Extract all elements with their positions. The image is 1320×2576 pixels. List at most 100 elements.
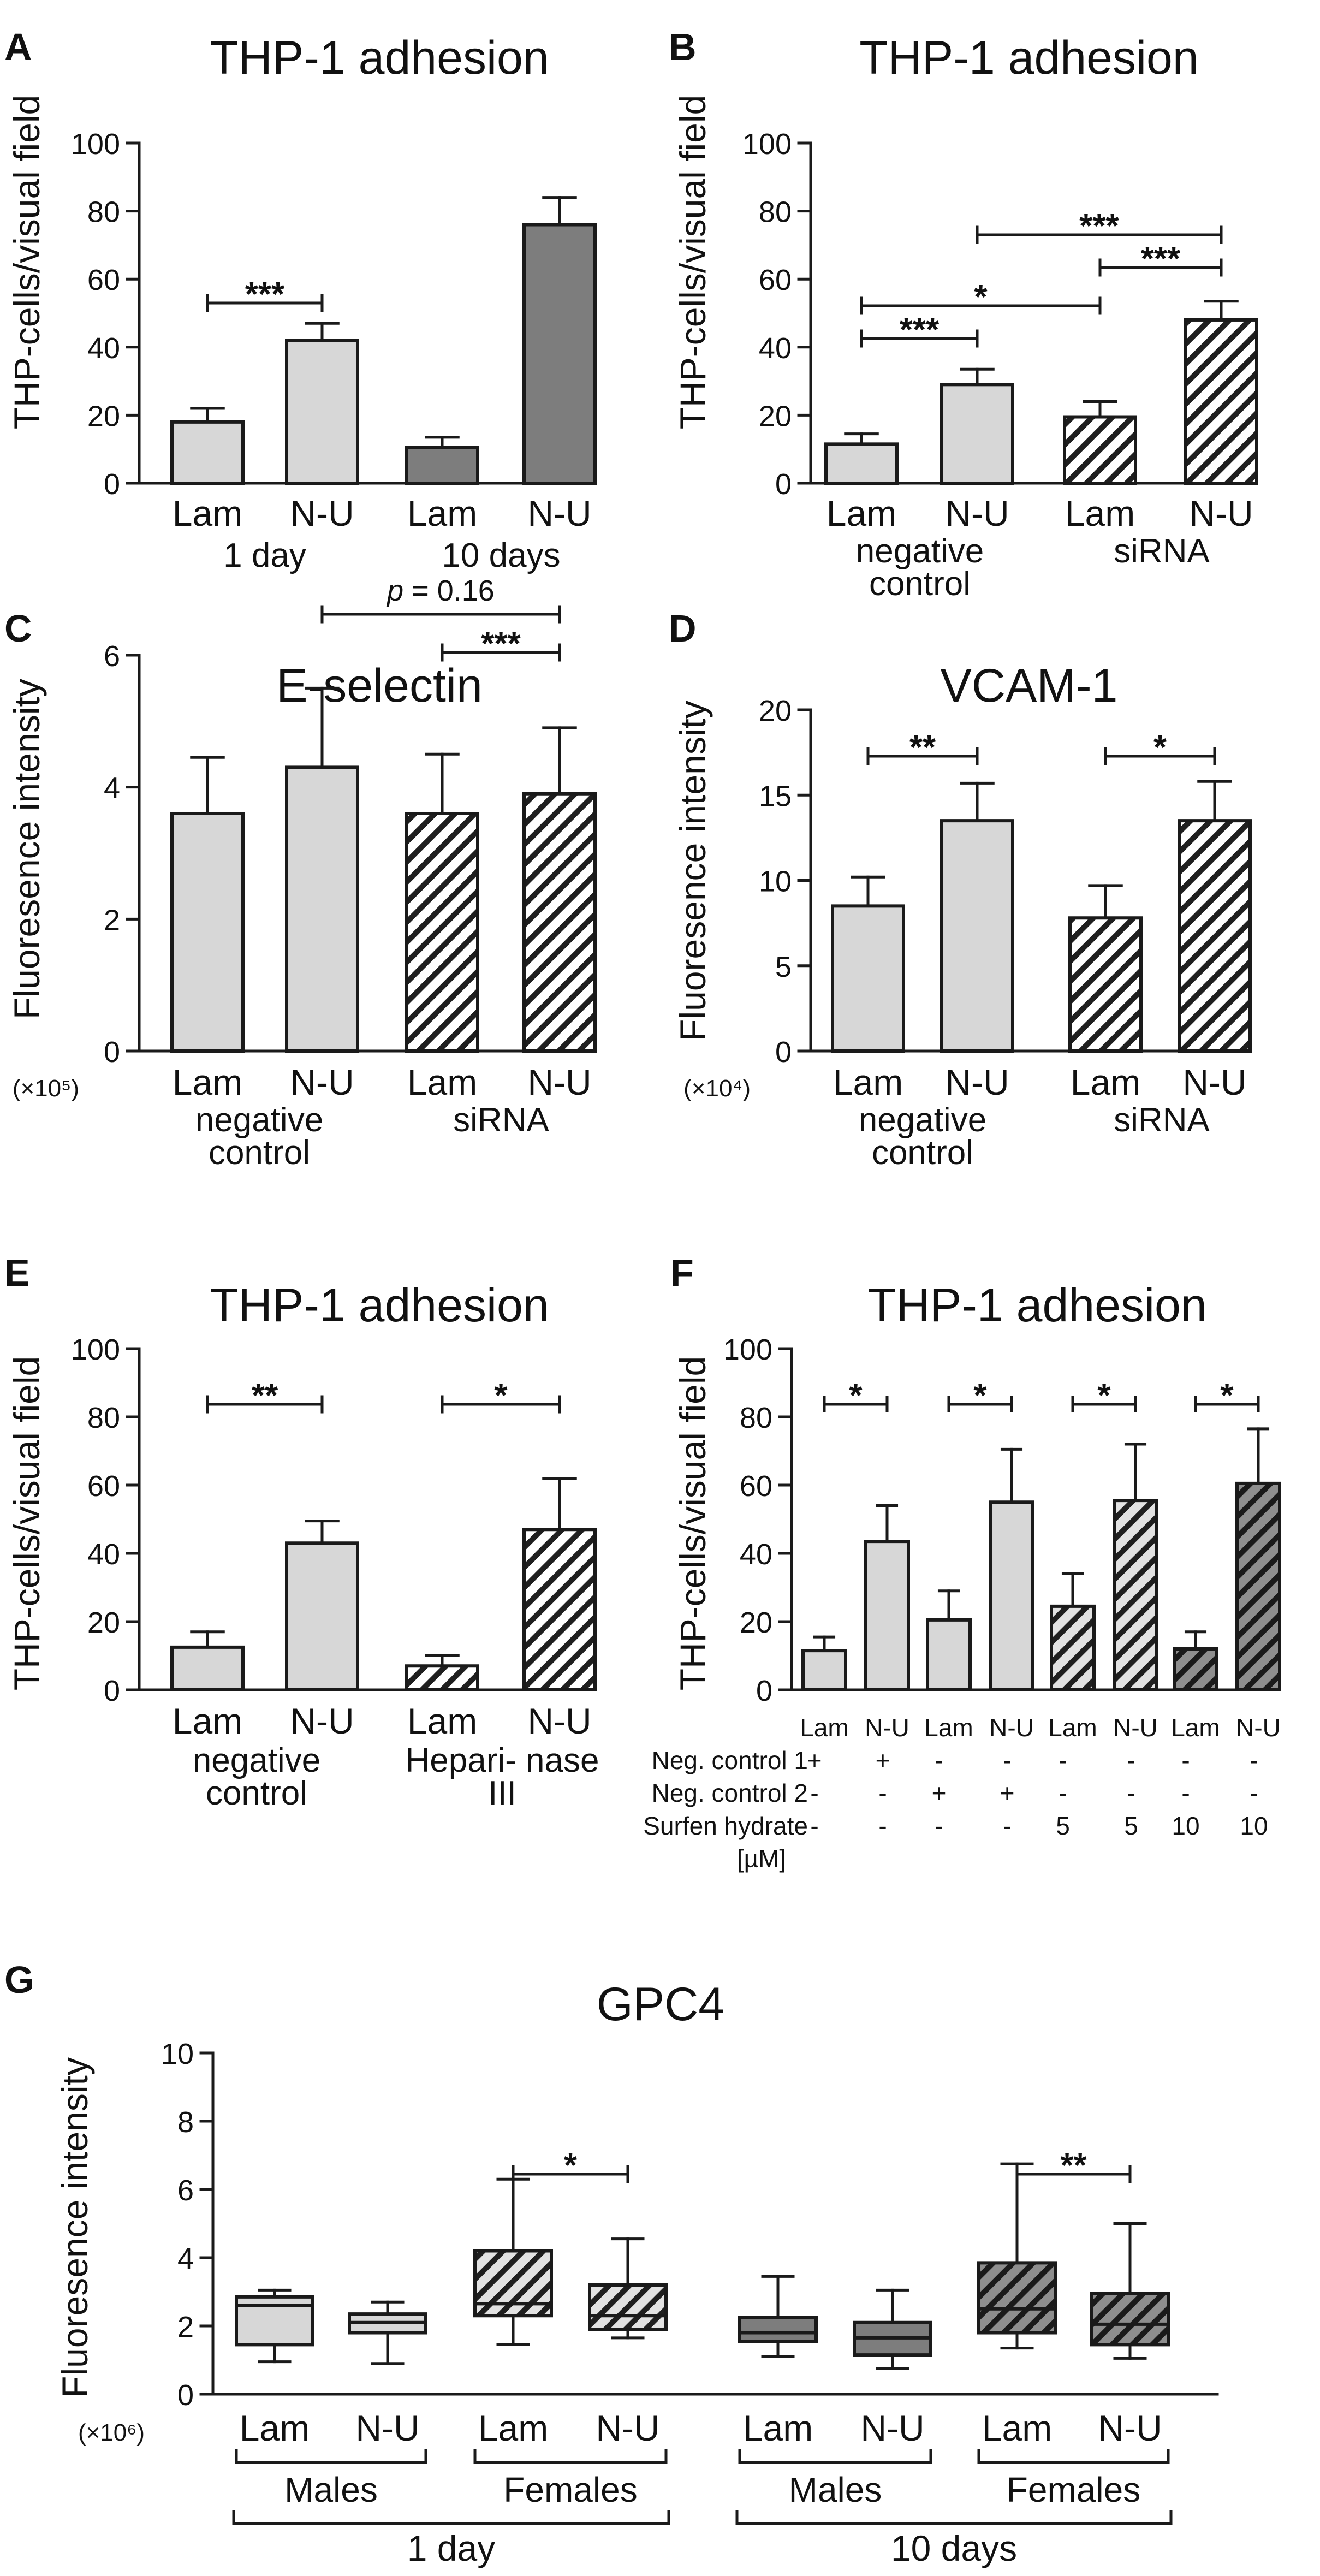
panel-B-title: THP-1 adhesion — [859, 32, 1198, 84]
panel-B-y-tick-label: 100 — [742, 128, 792, 161]
panel-D-y-tick-label: 10 — [759, 865, 792, 898]
panel-G-significance-bracket: * — [512, 2147, 629, 2185]
panel-B-y-tick-label: 80 — [759, 196, 792, 229]
panel-D-category-label: N-U — [945, 1062, 1009, 1102]
panel-A-category-label: N-U — [527, 493, 591, 533]
panel-F-bar — [926, 1618, 972, 1691]
panel-G-box-5 — [853, 2288, 932, 2370]
panel-A-y-tick-label: 80 — [87, 196, 120, 229]
panel-F-letter: F — [670, 1251, 694, 1294]
panel-F-category-label: N-U — [1113, 1713, 1158, 1742]
panel-B-y-tick-label: 0 — [775, 468, 792, 501]
panel-C-y-label: Fluoresence intensity — [7, 679, 47, 1019]
panel-A-significance-label: p = 0.16 — [386, 574, 495, 607]
panel-G-subgroup-bracket: Males — [235, 2449, 427, 2509]
panel-A-group-label: 1 day — [223, 537, 306, 574]
panel-F-table-unit: [µM] — [737, 1844, 786, 1873]
panel-F-table-cell: - — [810, 1812, 818, 1840]
panel-B-significance-label: * — [974, 278, 988, 316]
panel-G-category-label: Lam — [240, 2408, 310, 2448]
panel-F-category-label: N-U — [1236, 1713, 1281, 1742]
panel-F-table-cell: - — [1003, 1812, 1011, 1840]
panel-G-subgroup-bracket: Females — [473, 2449, 668, 2509]
panel-G-y-tick-label: 2 — [177, 2311, 194, 2343]
panel-C-y-unit: (×10⁵) — [13, 1075, 79, 1102]
box — [977, 2261, 1057, 2335]
panel-G-box-2 — [473, 2177, 553, 2346]
panel-F-significance-label: * — [1220, 1377, 1234, 1415]
panel-C-y-tick-label: 6 — [104, 640, 120, 673]
panel-G-category-label: N-U — [596, 2408, 659, 2448]
panel-E-category-label: Lam — [173, 1701, 242, 1741]
panel-G-group-label: 1 day — [407, 2528, 495, 2568]
panel-B-bar — [1063, 415, 1137, 485]
panel-F-table-cell: - — [1127, 1779, 1135, 1807]
panel-B-bar — [1184, 318, 1258, 485]
panel-F-bar — [1050, 1604, 1096, 1691]
panel-D-bar — [831, 904, 905, 1053]
panel-F-category-label: Lam — [924, 1713, 973, 1742]
panel-F-table-cell: - — [1127, 1746, 1135, 1774]
panel-E-group-label: Hepari- nase III — [406, 1742, 599, 1812]
panel-E-y-tick-label: 60 — [87, 1470, 120, 1503]
panel-F-table-cell: - — [1181, 1779, 1190, 1807]
panel-G-y-unit: (×10⁶) — [78, 2419, 145, 2446]
panel-D-y-tick-label: 15 — [759, 780, 792, 812]
panel-C-y-tick-label: 0 — [104, 1036, 120, 1069]
panel-D-y-tick-label: 0 — [775, 1036, 792, 1069]
panel-F-bar — [801, 1649, 847, 1691]
panel-B-category-label: N-U — [1189, 493, 1253, 533]
panel-F-category-label: N-U — [865, 1713, 909, 1742]
panel-C-title: E-selectin — [276, 660, 483, 712]
panel-A-bar — [405, 446, 479, 485]
panel-F-y-label: THP-cells/visual field — [673, 1356, 713, 1691]
panel-G-y-tick-label: 10 — [161, 2038, 194, 2070]
panel-G-category-label: Lam — [478, 2408, 548, 2448]
panel-F-table-cell: - — [878, 1812, 887, 1840]
panel-G-letter: G — [4, 1958, 34, 2001]
panel-E-significance-bracket: * — [441, 1377, 561, 1415]
panel-C-category-label: Lam — [173, 1062, 242, 1102]
panel-G-y-tick-label: 4 — [177, 2242, 194, 2275]
panel-C-y-tick-label: 2 — [104, 904, 120, 936]
panel-D-bar — [940, 819, 1014, 1053]
panel-F-significance-label: * — [849, 1377, 863, 1415]
panel-F-table-cell: 5 — [1124, 1812, 1138, 1840]
panel-E-y-tick-label: 40 — [87, 1538, 120, 1571]
panel-F-table-cell: - — [1059, 1746, 1067, 1774]
panel-A-y-label: THP-cells/visual field — [7, 95, 47, 430]
panel-A-y-tick-label: 20 — [87, 400, 120, 432]
panel-E-significance-bracket: ** — [206, 1377, 324, 1415]
panel-F-significance-bracket: * — [1194, 1377, 1260, 1415]
box — [1090, 2292, 1170, 2347]
panel-G-box-7 — [1090, 2222, 1170, 2360]
panel-A-y-tick-label: 60 — [87, 264, 120, 296]
panel-A-letter: A — [4, 26, 32, 68]
panel-G-y-tick-label: 0 — [177, 2379, 194, 2412]
panel-E-bar — [405, 1664, 479, 1691]
panel-B-bar — [824, 442, 899, 485]
panel-D-significance-bracket: * — [1104, 729, 1216, 767]
panel-C-bar — [285, 765, 359, 1053]
panel-G-box-1 — [348, 2300, 427, 2365]
panel-B-significance-label: *** — [1141, 240, 1181, 278]
panel-F-table-cell: + — [807, 1746, 822, 1774]
panel-C-group-label: negative control — [195, 1101, 323, 1172]
panel-E-significance-label: ** — [252, 1377, 278, 1415]
panel-B-significance-bracket: * — [860, 278, 1102, 316]
panel-D-group-label: siRNA — [1114, 1101, 1210, 1139]
panel-C-group-label: siRNA — [453, 1101, 549, 1139]
panel-D-category-label: Lam — [833, 1062, 903, 1102]
panel-G-y-tick-label: 6 — [177, 2174, 194, 2207]
panel-G-category-label: N-U — [1098, 2408, 1162, 2448]
panel-F-bar — [1173, 1647, 1218, 1691]
panel-B-group-label: negative control — [856, 532, 984, 603]
panel-D-category-label: Lam — [1071, 1062, 1140, 1102]
panel-F-category-label: N-U — [989, 1713, 1034, 1742]
panel-G-category-label: Lam — [743, 2408, 813, 2448]
panel-F-category-label: Lam — [800, 1713, 848, 1742]
panel-A-significance-label: *** — [481, 625, 521, 663]
panel-B-y-tick-label: 60 — [759, 264, 792, 296]
panel-F-table-cell: 10 — [1240, 1812, 1268, 1840]
panel-G-y-label: Fluoresence intensity — [55, 2057, 95, 2398]
